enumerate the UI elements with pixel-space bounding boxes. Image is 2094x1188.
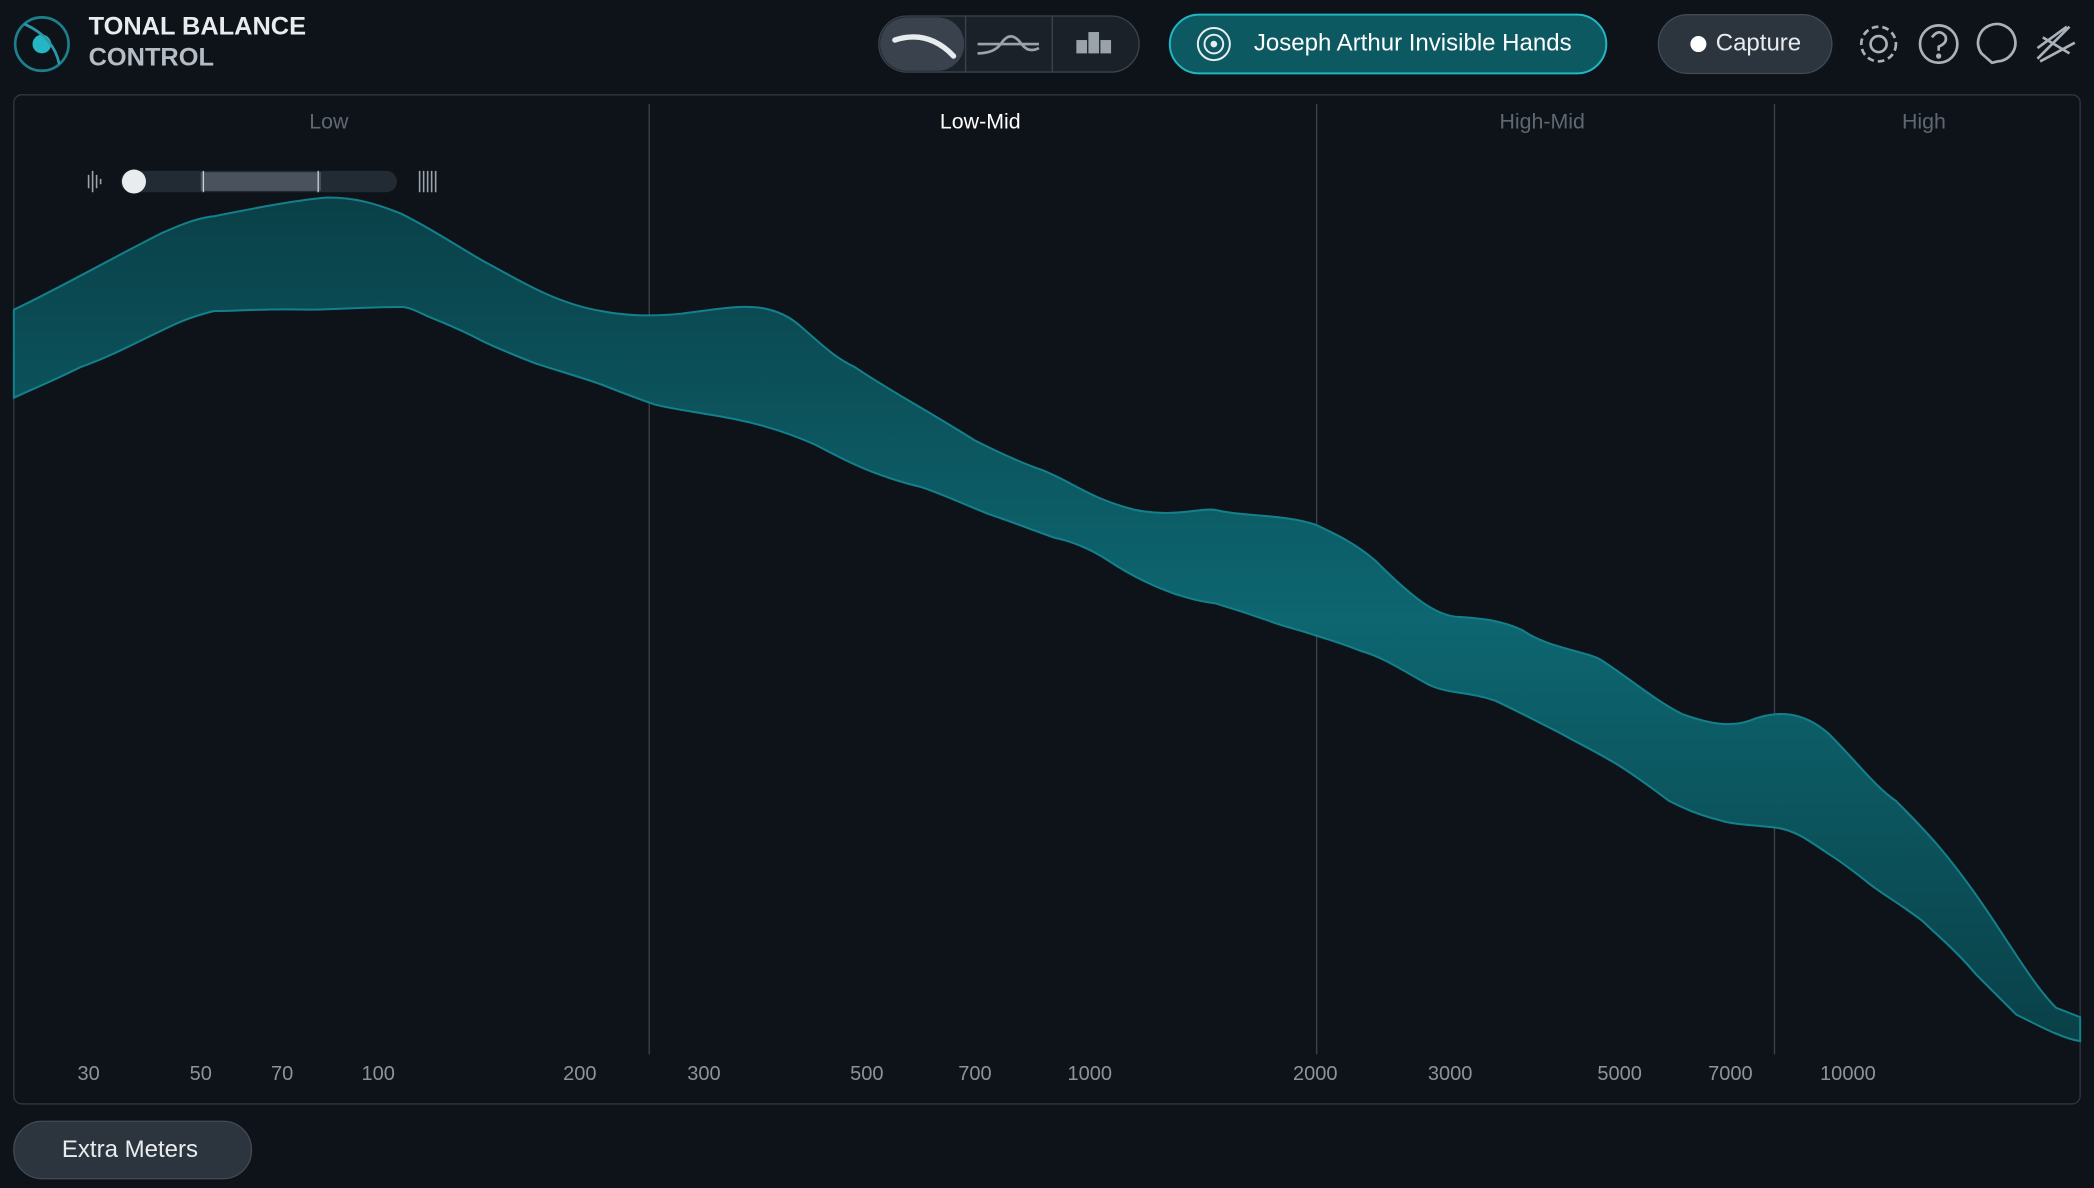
chat-icon[interactable]	[1976, 22, 2017, 65]
capture-label: Capture	[1716, 29, 1801, 56]
extra-meters-button[interactable]: Extra Meters	[13, 1120, 253, 1180]
view-switch[interactable]	[878, 15, 1140, 73]
frequency-label: 700	[958, 1063, 991, 1085]
logo	[13, 16, 70, 73]
band-label[interactable]: High-Mid	[1500, 109, 1585, 133]
frequency-label: 70	[271, 1063, 293, 1085]
view-broadband[interactable]	[880, 17, 965, 71]
frequency-label: 30	[77, 1063, 99, 1085]
frequency-label: 100	[362, 1063, 395, 1085]
view-spectrum[interactable]	[977, 35, 1040, 55]
frequency-label: 10000	[1820, 1063, 1876, 1085]
frequency-label: 5000	[1597, 1063, 1642, 1085]
frequency-label: 2000	[1293, 1063, 1338, 1085]
band-label[interactable]: High	[1902, 109, 1946, 133]
frequency-label: 50	[190, 1063, 212, 1085]
app-title: TONAL BALANCE	[89, 13, 306, 41]
band-label[interactable]: Low	[309, 109, 349, 133]
frequency-label: 1000	[1067, 1063, 1112, 1085]
view-bars[interactable]	[1076, 32, 1112, 54]
reference-button[interactable]: Joseph Arthur Invisible Hands	[1168, 13, 1608, 75]
frequency-label: 300	[687, 1063, 720, 1085]
app-title: CONTROL	[89, 43, 214, 71]
target-range	[12, 196, 2082, 1043]
capture-button[interactable]: Capture	[1657, 14, 1833, 75]
frequency-label: 200	[563, 1063, 596, 1085]
help-icon[interactable]	[1918, 24, 1959, 65]
plugin-icon[interactable]	[2036, 25, 2076, 63]
smoothing-slider[interactable]	[85, 169, 437, 194]
extra-meters-label: Extra Meters	[62, 1136, 198, 1163]
reference-name: Joseph Arthur Invisible Hands	[1254, 29, 1572, 56]
frequency-label: 3000	[1428, 1063, 1473, 1085]
frequency-label: 500	[850, 1063, 883, 1085]
settings-icon[interactable]	[1859, 25, 1898, 63]
frequency-label: 7000	[1708, 1063, 1753, 1085]
band-label[interactable]: Low-Mid	[940, 109, 1021, 133]
